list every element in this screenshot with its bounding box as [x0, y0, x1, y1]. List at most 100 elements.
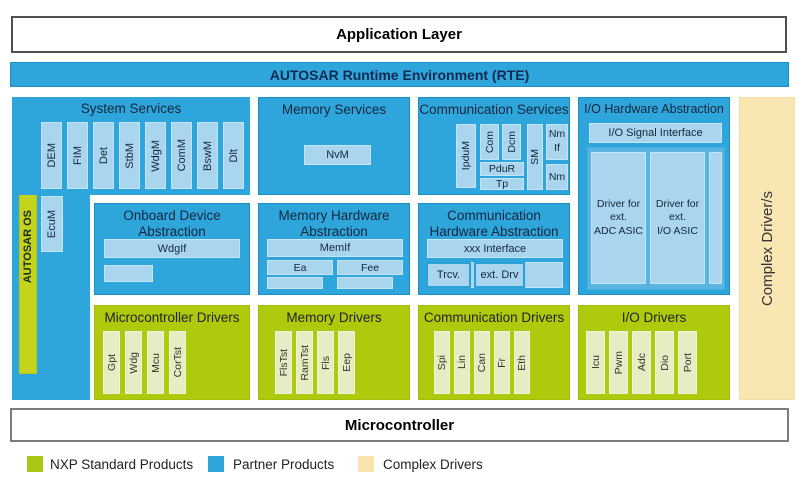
- module-io-signal-interface: I/O Signal Interface: [589, 123, 722, 143]
- legend-swatch-complex: [358, 456, 374, 472]
- trcv-label: Trcv.: [436, 269, 461, 281]
- module-ramtst: RamTst: [296, 331, 313, 394]
- sm-label: SM: [529, 149, 541, 165]
- module-dlt: Dlt: [223, 122, 244, 189]
- module-fee: Fee: [337, 260, 403, 275]
- comm-drivers-title: Communication Drivers: [423, 310, 565, 325]
- module-spi: Spi: [434, 331, 450, 394]
- fls-label: Fls: [319, 355, 332, 370]
- module-fim: FIM: [67, 122, 88, 189]
- det-label: Det: [97, 146, 110, 165]
- section-microcontroller-drivers: Microcontroller Drivers Gpt Wdg Mcu CorT…: [94, 305, 250, 400]
- onboard-hwa-title: Onboard Device Abstraction: [123, 208, 221, 240]
- module-stbm: StbM: [119, 122, 140, 189]
- adc-label: Adc: [635, 353, 648, 372]
- legend-label-partner: Partner Products: [233, 457, 335, 472]
- module-wdgm: WdgM: [145, 122, 166, 189]
- dcm-label: Dcm: [505, 131, 518, 153]
- nm-if-label: Nm If: [548, 128, 566, 154]
- module-gpt: Gpt: [103, 331, 120, 394]
- module-ecum: EcuM: [41, 196, 63, 252]
- icu-label: Icu: [589, 355, 602, 370]
- module-ipdum: IpduM: [456, 124, 476, 188]
- module-driver-ext-io-asic: Driver for ext. I/O ASIC: [650, 152, 705, 284]
- io-signal-interface-label: I/O Signal Interface: [608, 127, 703, 139]
- module-ext-drv: ext. Drv: [474, 262, 525, 288]
- module-cortst: CorTst: [169, 331, 186, 394]
- module-dio: Dio: [655, 331, 674, 394]
- module-memif: MemIf: [267, 239, 403, 257]
- fee-label: Fee: [360, 261, 380, 274]
- section-memory-hw-abstraction: Memory Hardware Abstraction MemIf Ea Fee: [258, 203, 410, 295]
- system-services-title: System Services: [80, 101, 182, 116]
- module-sm: SM: [527, 124, 543, 190]
- module-lin: Lin: [454, 331, 470, 394]
- module-com: Com: [480, 124, 499, 160]
- module-icu: Icu: [586, 331, 605, 394]
- complex-drivers-label: Complex Driver/s: [758, 190, 776, 307]
- dio-label: Dio: [658, 354, 671, 371]
- wdg-label: Wdg: [127, 351, 140, 374]
- module-flstst: FlsTst: [275, 331, 292, 394]
- module-adc: Adc: [632, 331, 651, 394]
- module-tp: Tp: [480, 178, 524, 190]
- can-label: Can: [476, 352, 488, 373]
- flstst-label: FlsTst: [277, 348, 290, 377]
- eep-label: Eep: [340, 353, 353, 372]
- dlt-label: Dlt: [227, 148, 240, 163]
- module-det: Det: [93, 122, 114, 189]
- fim-label: FIM: [71, 146, 84, 165]
- module-eth: Eth: [514, 331, 530, 394]
- section-onboard-device-abstraction: Onboard Device Abstraction WdgIf: [94, 203, 250, 295]
- memory-services-title: Memory Services: [281, 102, 387, 117]
- microcontroller-label: Microcontroller: [344, 416, 455, 434]
- section-io-drivers: I/O Drivers Icu Pwm Adc Dio Port: [578, 305, 730, 400]
- comm-label: ComM: [175, 139, 188, 172]
- pdur-label: PduR: [488, 163, 516, 175]
- com-label: Com: [483, 130, 496, 154]
- legend-swatch-partner: [208, 456, 224, 472]
- module-bswm: BswM: [197, 122, 218, 189]
- ea-label: Ea: [293, 261, 307, 274]
- driver-ext-adc-label: Driver for ext. ADC ASIC: [593, 197, 643, 237]
- section-memory-drivers: Memory Drivers FlsTst RamTst Fls Eep: [258, 305, 410, 400]
- fr-label: Fr: [496, 357, 508, 368]
- memory-hwa-spare-slot-ea: [267, 277, 323, 289]
- application-layer-box: Application Layer: [11, 16, 787, 53]
- section-comm-hw-abstraction: Communication Hardware Abstraction xxx I…: [418, 203, 570, 295]
- module-dcm: Dcm: [502, 124, 521, 160]
- ext-drv-label: ext. Drv: [480, 269, 519, 281]
- module-nm-if: Nm If: [546, 124, 568, 160]
- rte-label: AUTOSAR Runtime Environment (RTE): [269, 66, 530, 83]
- module-pdur: PduR: [480, 162, 524, 176]
- module-wdg: Wdg: [125, 331, 142, 394]
- module-port: Port: [678, 331, 697, 394]
- mcu-label: Mcu: [149, 352, 162, 373]
- legend: NXP Standard Products Partner Products C…: [27, 456, 787, 476]
- port-label: Port: [681, 352, 694, 373]
- driver-ext-io-label: Driver for ext. I/O ASIC: [655, 197, 700, 237]
- wdgm-label: WdgM: [149, 139, 162, 172]
- module-pwm: Pwm: [609, 331, 628, 394]
- section-system-services: System Services DEM FIM Det StbM WdgM Co…: [12, 97, 250, 195]
- module-eep: Eep: [338, 331, 355, 394]
- ipdum-label: IpduM: [460, 141, 472, 171]
- module-ea: Ea: [267, 260, 333, 275]
- bswm-label: BswM: [201, 140, 214, 171]
- module-fls: Fls: [317, 331, 334, 394]
- section-io-hw-abstraction: I/O Hardware Abstraction I/O Signal Inte…: [578, 97, 730, 295]
- io-hwa-spare-slot: [709, 152, 722, 284]
- module-dem: DEM: [41, 122, 62, 189]
- ecum-label: EcuM: [46, 209, 58, 239]
- wdgif-label: WdgIf: [157, 242, 187, 255]
- onboard-hwa-spare-slot: [104, 265, 153, 282]
- mcu-drivers-title: Microcontroller Drivers: [104, 310, 240, 325]
- complex-drivers-bar: Complex Driver/s: [739, 97, 795, 400]
- section-memory-services: Memory Services NvM: [258, 97, 410, 195]
- gpt-label: Gpt: [105, 354, 118, 371]
- xxx-interface-label: xxx Interface: [463, 242, 527, 255]
- module-trcv: Trcv.: [426, 262, 471, 288]
- autosar-os-label: AUTOSAR OS: [22, 210, 34, 284]
- memory-hwa-title: Memory Hardware Abstraction: [278, 208, 390, 240]
- io-hwa-title: I/O Hardware Abstraction: [584, 102, 724, 116]
